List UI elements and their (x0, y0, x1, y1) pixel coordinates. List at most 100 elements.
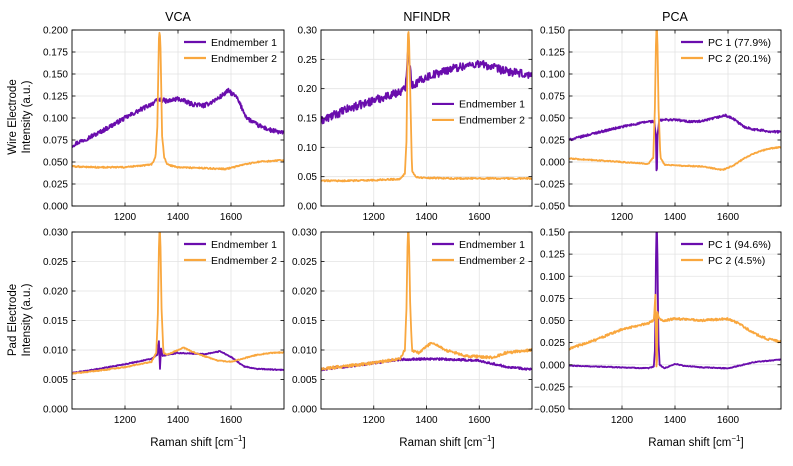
x-tick-label: 1600 (468, 415, 491, 426)
series-line-2 (569, 293, 781, 368)
series-line-1 (569, 232, 781, 370)
y-tick-label: 0.000 (43, 405, 68, 416)
y-tick-label: 0.150 (540, 228, 565, 239)
y-tick-label: 0.20 (298, 84, 318, 95)
y-tick-label: 0.000 (540, 158, 565, 169)
y-tick-label: 0.025 (292, 257, 317, 268)
legend: PC 1 (77.9%) PC 2 (20.1%) (681, 37, 771, 65)
row-label-wire-line1: Wire Electrode (7, 79, 19, 154)
row-label-pad-line2: Intensity (a.u.) (21, 283, 33, 356)
legend: Endmember 1 Endmember 2 (432, 239, 525, 267)
y-tick-label: 0.005 (292, 375, 317, 386)
legend-label-2: PC 2 (4.5%) (708, 255, 765, 267)
legend: Endmember 1 Endmember 2 (184, 239, 277, 267)
panel-r1-c2: 1200 1400 1600 0.00 0.05 0.10 0.15 0.20 0.25 0.30… (298, 26, 533, 223)
y-tick-label: −0.050 (534, 405, 565, 416)
series-group (72, 232, 284, 375)
y-tick-label: 0.000 (540, 360, 565, 371)
x-axis-title-sup: −1 (233, 434, 243, 443)
x-axis-title-sup: −1 (482, 434, 492, 443)
x-tick-label: 1200 (611, 212, 634, 223)
x-tick-label: 1600 (220, 415, 243, 426)
y-tick-label: −0.025 (534, 382, 565, 393)
y-tick-label: 0.030 (292, 228, 317, 239)
series-group (72, 31, 284, 171)
x-tick-label: 1400 (167, 415, 190, 426)
legend-label-1: Endmember 1 (459, 99, 525, 111)
panel-r1-c1: 1200 1400 1600 0.000 0.025 0.050 0.075 0.100 0.1… (43, 26, 285, 223)
x-axis-title-close: ] (243, 437, 246, 449)
y-tick-label: 0.10 (298, 143, 318, 154)
legend: PC 1 (94.6%) PC 2 (4.5%) (681, 239, 771, 267)
y-tick-label: 0.30 (298, 26, 318, 37)
x-tick-label: 1400 (664, 212, 687, 223)
x-tick-label: 1600 (717, 415, 740, 426)
legend-label-2: PC 2 (20.1%) (708, 53, 771, 65)
legend-label-2: Endmember 2 (459, 255, 525, 267)
series-line-2 (321, 232, 532, 371)
series-line-1 (569, 113, 781, 172)
legend-label-2: Endmember 2 (211, 53, 277, 65)
x-tick-label: 1400 (415, 212, 438, 223)
y-tick-label: 0.025 (540, 136, 565, 147)
y-tick-label: 0.15 (298, 114, 318, 125)
x-axis-title-text: Raman shift [cm (150, 437, 233, 449)
legend-label-2: Endmember 2 (211, 255, 277, 267)
y-tick-label: 0.075 (540, 92, 565, 103)
y-tick-label: 0.075 (43, 136, 68, 147)
y-tick-label: 0.150 (540, 26, 565, 37)
y-tick-label: 0.050 (540, 316, 565, 327)
x-axis-title-col1: Raman shift [cm−1] (150, 434, 245, 449)
y-tick-label: 0.200 (43, 26, 68, 37)
column-title-nfindr: NFINDR (403, 10, 450, 24)
series-line-1 (321, 49, 532, 125)
x-tick-label: 1200 (114, 212, 137, 223)
row-label-pad-line1: Pad Electrode (7, 284, 19, 356)
y-tick-label: 0.010 (43, 346, 68, 357)
series-line-2 (72, 232, 284, 375)
y-tick-label: 0.010 (292, 346, 317, 357)
x-tick-label: 1600 (717, 212, 740, 223)
y-tick-label: 0.025 (540, 338, 565, 349)
legend-label-1: Endmember 1 (211, 239, 277, 251)
panel-r2-c1: 1200 1400 1600 0.000 0.005 0.010 0.015 0.020 0.0… (43, 228, 285, 426)
y-tick-label: 0.050 (43, 158, 68, 169)
y-tick-label: 0.00 (298, 202, 318, 213)
y-tick-label: 0.175 (43, 48, 68, 59)
y-tick-label: 0.025 (43, 257, 68, 268)
y-tick-label: 0.000 (43, 202, 68, 213)
series-group (569, 232, 781, 370)
y-tick-label: 0.030 (43, 228, 68, 239)
y-tick-label: 0.125 (43, 92, 68, 103)
x-axis-title-col2: Raman shift [cm−1] (399, 434, 494, 449)
legend-label-2: Endmember 2 (459, 115, 525, 127)
series-line-2 (569, 30, 781, 171)
x-tick-label: 1600 (468, 212, 491, 223)
y-tick-label: 0.25 (298, 55, 318, 66)
x-axis-title-col3: Raman shift [cm−1] (648, 434, 743, 449)
y-tick-label: 0.05 (298, 172, 318, 183)
y-tick-label: 0.005 (43, 375, 68, 386)
y-tick-label: 0.150 (43, 70, 68, 81)
series-group (321, 31, 532, 183)
x-axis-title-text: Raman shift [cm (648, 437, 731, 449)
row-label-wire-line2: Intensity (a.u.) (21, 80, 33, 153)
y-tick-label: 0.100 (540, 272, 565, 283)
column-title-pca: PCA (662, 10, 688, 24)
y-tick-label: 0.125 (540, 250, 565, 261)
series-line-1 (72, 340, 284, 374)
y-tick-label: 0.015 (43, 316, 68, 327)
panel-r2-c2: 1200 1400 1600 0.000 0.005 0.010 0.015 0.020 0.0… (292, 228, 533, 426)
legend-label-1: Endmember 1 (211, 37, 277, 49)
panel-r2-c3: 1200 1400 1600 −0.050 −0.025 0.000 0.025 0.050 0… (534, 228, 782, 426)
y-tick-label: 0.100 (43, 114, 68, 125)
legend: Endmember 1 Endmember 2 (432, 99, 525, 127)
series-line-2 (321, 31, 532, 183)
y-tick-label: 0.075 (540, 294, 565, 305)
series-line-1 (72, 87, 284, 148)
x-tick-label: 1200 (363, 212, 386, 223)
y-tick-label: 0.050 (540, 114, 565, 125)
y-tick-label: −0.025 (534, 180, 565, 191)
